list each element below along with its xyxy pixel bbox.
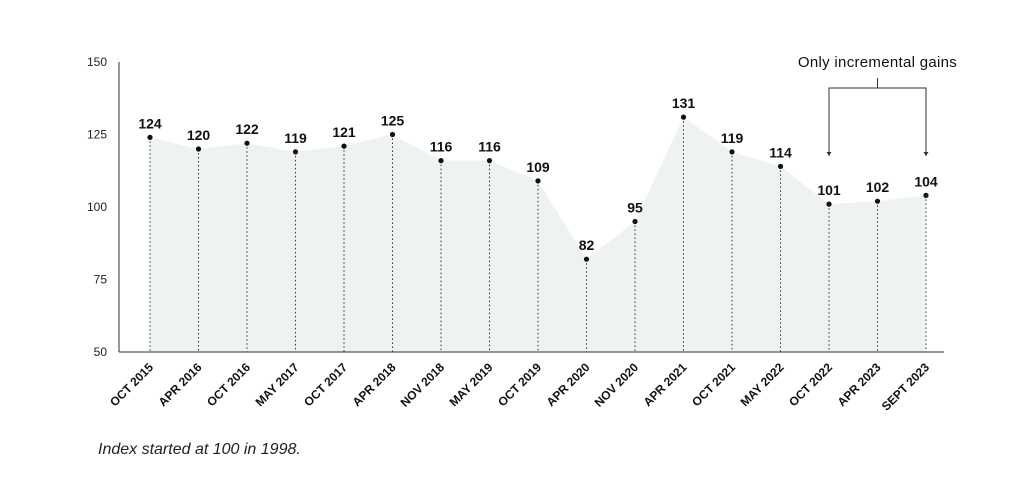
bracket-line bbox=[828, 87, 927, 156]
x-tick-label: OCT 2015 bbox=[107, 360, 156, 409]
x-tick-label: MAY 2017 bbox=[253, 360, 302, 409]
y-tick-label: 50 bbox=[94, 345, 108, 359]
x-tick-label: OCT 2022 bbox=[786, 360, 835, 409]
x-tick-label: MAY 2022 bbox=[738, 360, 787, 409]
line-area-chart: 50 75 100 125 150 124 OCT 2015 120 APR 2016 122 OC… bbox=[87, 54, 957, 414]
x-tick-label: APR 2016 bbox=[156, 360, 205, 409]
data-point bbox=[535, 178, 541, 184]
data-point bbox=[874, 198, 881, 204]
data-label: 109 bbox=[526, 159, 550, 175]
data-label: 114 bbox=[769, 144, 792, 160]
data-label: 116 bbox=[478, 139, 501, 155]
data-point bbox=[826, 201, 832, 207]
y-tick-label: 75 bbox=[94, 273, 108, 287]
x-tick-label: OCT 2016 bbox=[204, 360, 253, 409]
x-tick-label: NOV 2020 bbox=[592, 360, 642, 410]
data-label: 95 bbox=[627, 200, 643, 216]
data-label: 119 bbox=[721, 130, 744, 146]
data-label: 101 bbox=[817, 182, 841, 198]
data-label: 122 bbox=[235, 121, 259, 137]
annotation-text: Only incremental gains bbox=[798, 54, 957, 71]
x-tick-label: APR 2020 bbox=[544, 360, 593, 409]
data-point bbox=[729, 149, 735, 155]
x-tick-label: SEPT 2023 bbox=[879, 360, 933, 414]
data-label: 121 bbox=[332, 124, 356, 140]
bracket-arrow bbox=[923, 152, 929, 156]
footnote: Index started at 100 in 1998. bbox=[98, 441, 301, 458]
data-label: 104 bbox=[914, 173, 938, 189]
x-tick-label: APR 2023 bbox=[835, 360, 884, 409]
data-point bbox=[341, 143, 347, 149]
x-tick-label: NOV 2018 bbox=[398, 360, 448, 410]
data-label: 125 bbox=[381, 113, 405, 129]
x-tick-label: MAY 2019 bbox=[447, 360, 496, 409]
data-point bbox=[632, 218, 638, 225]
data-point bbox=[195, 146, 202, 152]
data-label: 124 bbox=[138, 115, 162, 131]
bracket-arrow bbox=[826, 152, 832, 156]
data-point bbox=[486, 158, 493, 164]
data-point bbox=[244, 140, 250, 146]
data-point bbox=[147, 134, 153, 140]
x-tick-label: OCT 2017 bbox=[301, 360, 350, 409]
x-tick-label: APR 2018 bbox=[350, 360, 399, 409]
data-point bbox=[438, 158, 444, 164]
y-tick-label: 150 bbox=[87, 55, 107, 69]
data-label: 102 bbox=[866, 179, 890, 195]
data-label: 82 bbox=[579, 237, 595, 253]
data-point bbox=[680, 114, 687, 120]
data-point bbox=[923, 192, 929, 198]
data-label: 119 bbox=[284, 130, 307, 146]
annotation-bracket: Only incremental gains bbox=[798, 54, 957, 156]
y-tick-label: 125 bbox=[87, 128, 107, 142]
y-tick-label: 100 bbox=[87, 200, 107, 214]
x-tick-label: OCT 2019 bbox=[495, 360, 544, 409]
data-label: 116 bbox=[430, 139, 453, 155]
data-label: 131 bbox=[672, 95, 696, 111]
data-point bbox=[292, 149, 299, 155]
area-fill bbox=[150, 117, 926, 352]
x-tick-label: APR 2021 bbox=[641, 360, 690, 409]
data-label: 120 bbox=[187, 127, 211, 143]
x-tick-label: OCT 2021 bbox=[689, 360, 738, 409]
data-point bbox=[777, 163, 784, 169]
data-point bbox=[583, 256, 590, 262]
data-point bbox=[389, 131, 396, 138]
